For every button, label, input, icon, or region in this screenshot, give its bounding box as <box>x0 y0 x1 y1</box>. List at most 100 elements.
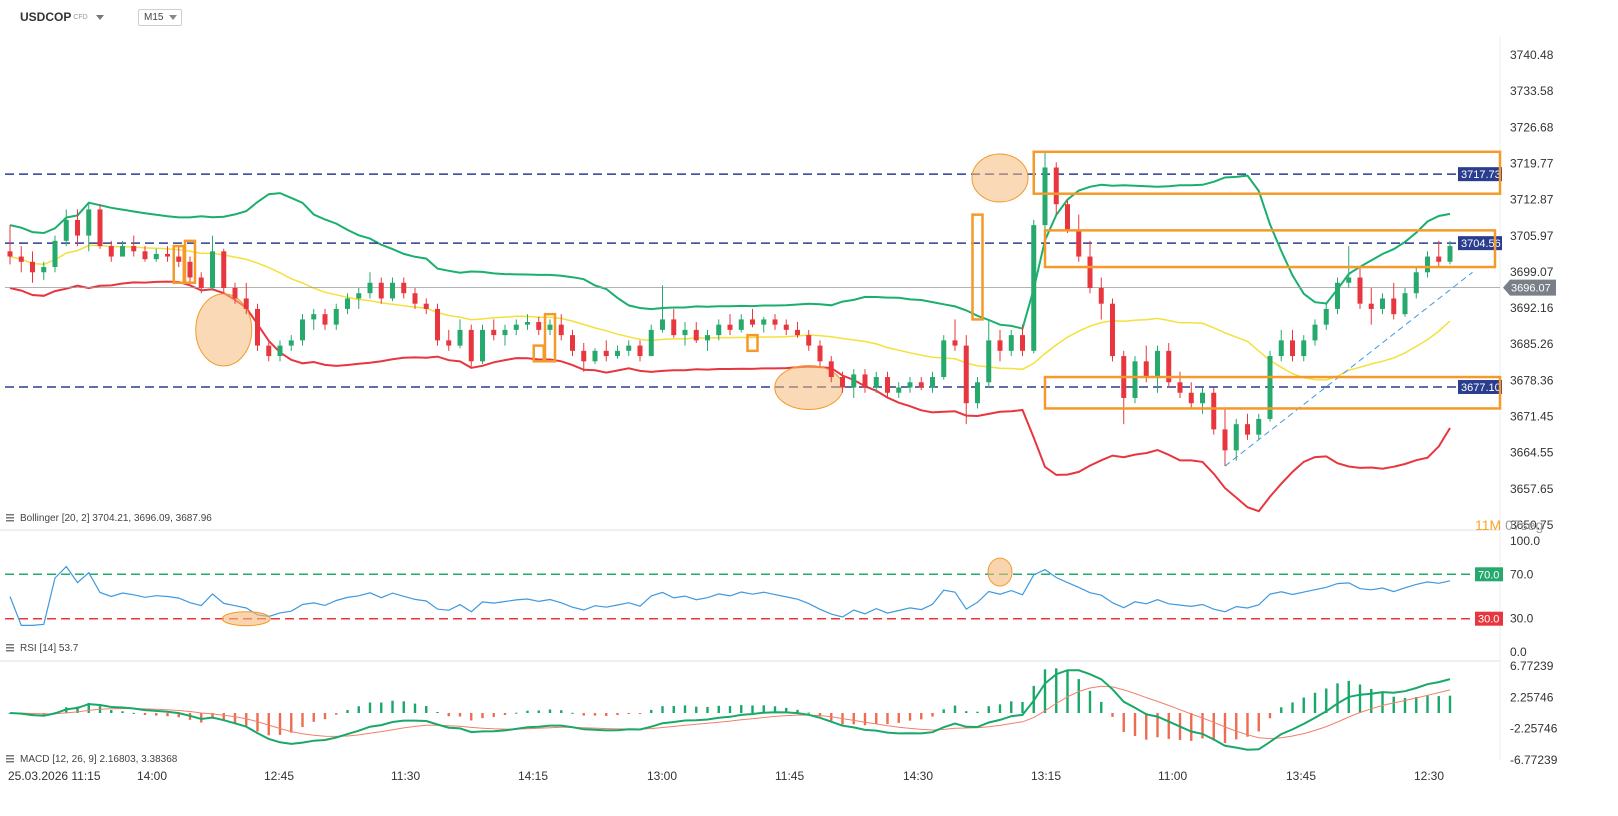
macd-histogram-bar <box>323 713 327 720</box>
symbol-selector[interactable]: USDCOP CFD <box>20 10 104 24</box>
menu-icon[interactable] <box>6 520 14 522</box>
candle-down <box>1357 277 1363 304</box>
menu-icon[interactable] <box>6 514 14 516</box>
candle-up <box>390 282 395 299</box>
time-tick-label: 12:45 <box>264 769 294 783</box>
macd-histogram-bar <box>278 713 282 735</box>
macd-histogram-bar <box>1043 669 1047 713</box>
macd-histogram-bar <box>965 711 968 713</box>
symbol-type-badge: CFD <box>73 14 88 22</box>
annotation-box[interactable] <box>971 213 984 321</box>
macd-histogram-bar <box>751 705 754 713</box>
macd-histogram-bar <box>571 712 574 714</box>
candle-up <box>592 350 598 362</box>
macd-histogram-bar <box>515 712 518 714</box>
macd-histogram-bar <box>503 713 507 715</box>
macd-histogram-bar <box>1055 668 1058 713</box>
price-tick-label: 3650.75 <box>1510 518 1554 532</box>
candle-up <box>896 387 902 393</box>
candle-down <box>885 377 890 393</box>
annotation-box[interactable] <box>543 312 557 363</box>
annotation-boxes[interactable] <box>172 150 1502 410</box>
horizontal-levels[interactable]: 3717.73 3704.56 3677.10 <box>5 167 1502 467</box>
menu-icon[interactable] <box>6 644 14 646</box>
time-tick-label: 14:30 <box>903 769 933 783</box>
candle-down <box>1076 230 1082 257</box>
rsi-overbought-tag-text: 70.0 <box>1478 569 1499 581</box>
candle-down <box>828 361 834 378</box>
annotation-box[interactable] <box>183 239 197 284</box>
highlight-ellipse <box>987 557 1013 587</box>
rsi-label: RSI [14] 53.7 <box>20 643 79 654</box>
time-tick-label: 13:15 <box>1031 769 1061 783</box>
trend-line[interactable] <box>1224 271 1473 467</box>
candle-up <box>502 329 508 336</box>
rsi-line <box>9 565 1451 626</box>
macd-histogram-bar <box>1021 702 1024 713</box>
price-zone-box[interactable] <box>1032 150 1502 195</box>
candle-down <box>423 303 429 309</box>
macd-histogram-bar <box>1358 684 1362 713</box>
price-tick-label: 3705.97 <box>1510 229 1554 243</box>
macd-histogram-bar <box>1426 695 1429 713</box>
macd-histogram-bar <box>458 713 462 717</box>
annotation-box[interactable] <box>746 333 759 353</box>
candle-down <box>468 329 474 362</box>
candle-up <box>660 319 665 330</box>
macd-histogram-bar <box>1437 696 1440 713</box>
macd-histogram-bar <box>481 713 484 719</box>
candle-down <box>1177 382 1183 393</box>
current-price-tag[interactable] <box>1503 279 1556 296</box>
macd-histogram-bar <box>1403 698 1407 713</box>
candle-up <box>1402 293 1408 315</box>
time-tick-label: 14:00 <box>137 769 167 783</box>
macd-histogram-bar <box>76 706 79 713</box>
candle-up <box>288 340 294 346</box>
macd-histogram-bar <box>1212 713 1215 741</box>
annotation-box[interactable] <box>532 344 545 363</box>
level-price-tag[interactable] <box>1458 379 1502 394</box>
macd-histogram-bar <box>121 711 124 713</box>
macd-histogram-bar <box>1122 713 1125 733</box>
macd-histogram-bar <box>1066 670 1069 713</box>
macd-tick-label: 6.77239 <box>1510 659 1554 673</box>
menu-icon[interactable] <box>6 517 14 519</box>
candle-down <box>1436 256 1442 262</box>
candle-down <box>18 256 24 262</box>
level-price-tag[interactable] <box>1458 167 1502 182</box>
menu-icon[interactable] <box>6 758 14 760</box>
candle-down <box>1110 303 1115 357</box>
candle-up <box>873 377 879 388</box>
candle-up <box>63 219 69 241</box>
price-zone-box[interactable] <box>1043 229 1497 269</box>
highlight-ellipse <box>195 293 253 367</box>
chart-frame <box>0 36 1501 760</box>
macd-histogram-bar <box>852 713 855 725</box>
macd-histogram-bar <box>582 713 585 716</box>
candle-up <box>1278 340 1284 357</box>
candle-up <box>1155 350 1160 378</box>
level-price-tag[interactable] <box>1458 236 1502 251</box>
timeframe-selector[interactable]: M15 <box>138 9 182 26</box>
macd-histogram-bar <box>368 702 372 713</box>
bollinger-label: Bollinger [20, 2] 3704.21, 3696.09, 3687… <box>20 513 212 524</box>
candle-down <box>1087 256 1093 288</box>
macd-histogram-bar <box>987 706 990 713</box>
candle-down <box>435 308 440 341</box>
macd-histogram-bar <box>1381 691 1384 713</box>
macd-histogram-bar <box>807 712 810 714</box>
candle-up <box>930 377 935 388</box>
menu-icon[interactable] <box>6 647 14 649</box>
price-zone-box[interactable] <box>1043 375 1502 410</box>
menu-icon[interactable] <box>6 755 14 757</box>
macd-histogram-bar <box>267 713 270 736</box>
macd-histogram-bar <box>976 711 979 713</box>
candle-down <box>446 340 452 346</box>
menu-icon[interactable] <box>6 650 14 652</box>
candle-up <box>210 251 215 288</box>
menu-icon[interactable] <box>6 761 14 763</box>
candle-down <box>108 246 114 257</box>
macd-histogram-bar <box>627 713 630 714</box>
candle-up <box>86 209 92 236</box>
